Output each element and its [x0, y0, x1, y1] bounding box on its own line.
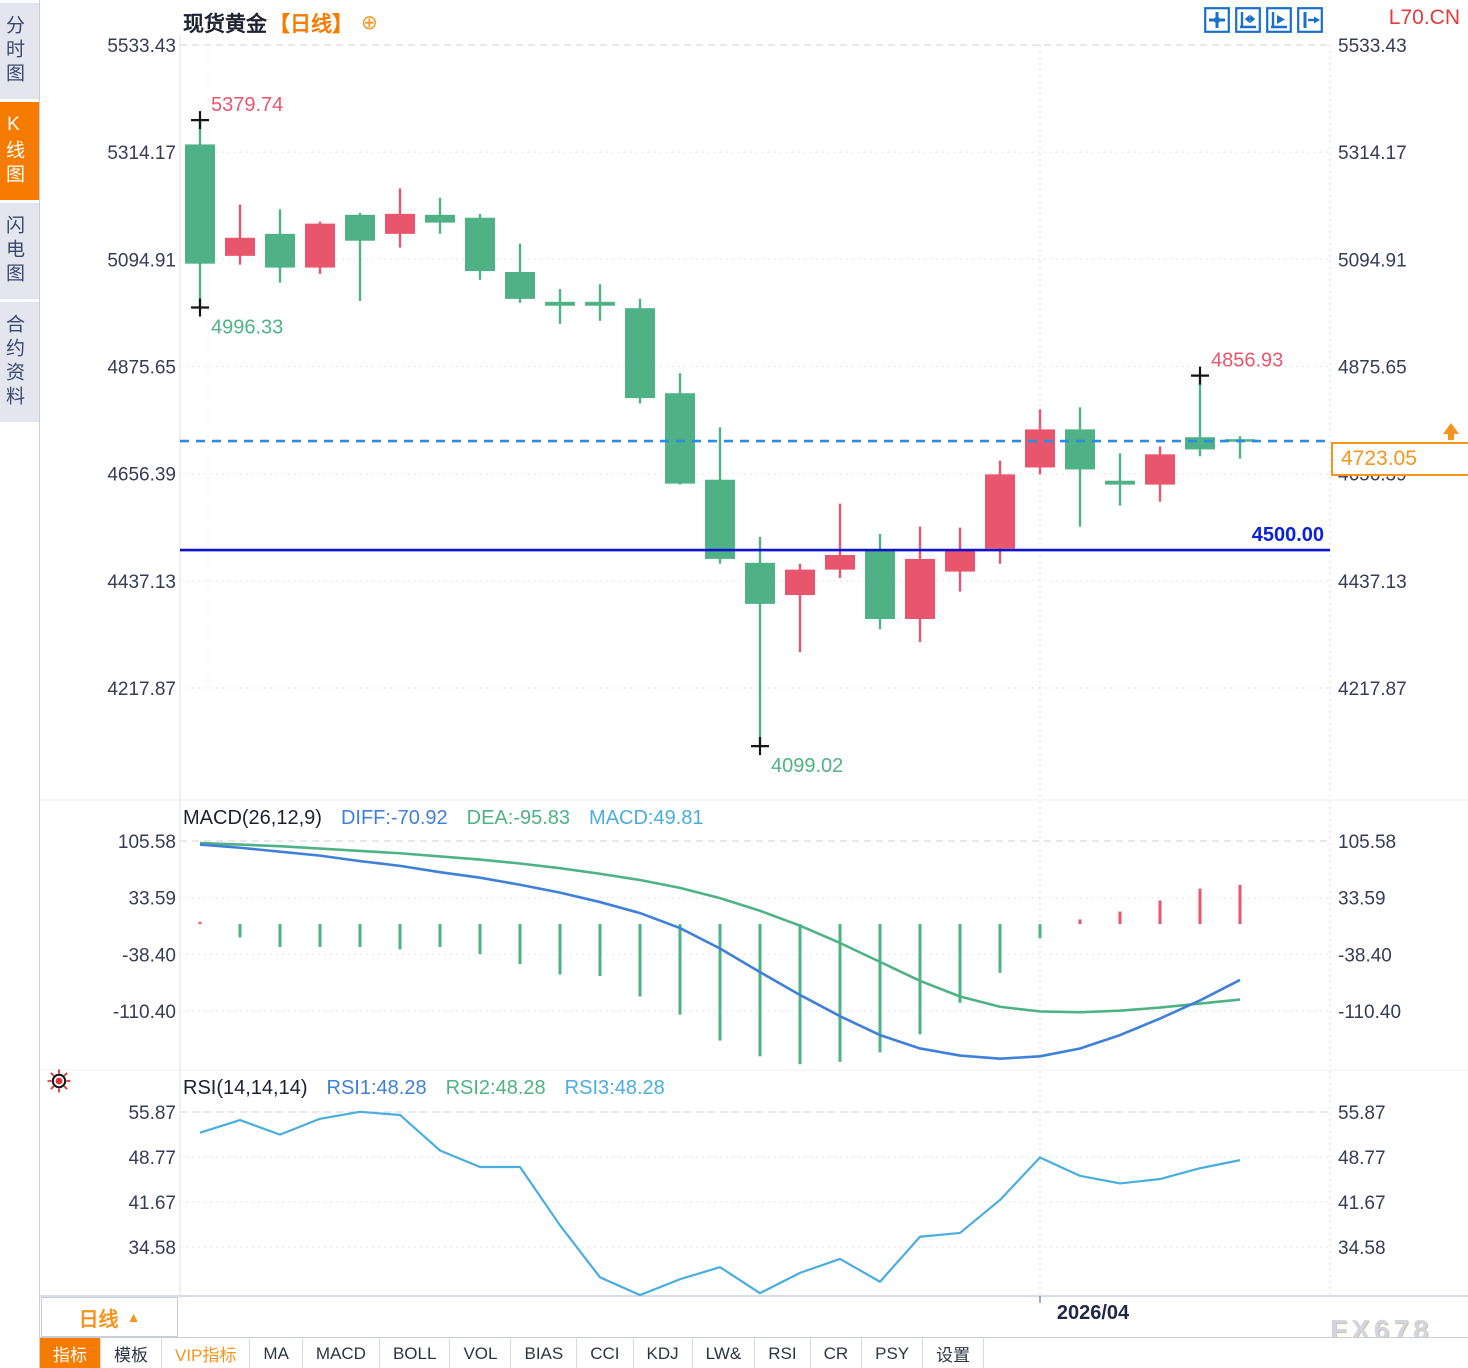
last-price-value: 4723.05 [1341, 447, 1417, 471]
go-latest-icon[interactable] [1297, 7, 1323, 33]
period-selector-label: 日线 [78, 1308, 119, 1331]
sidebar-item-contract-info[interactable]: 合约资料 [0, 302, 39, 422]
macd-dea-value: DEA:-95.83 [466, 807, 571, 829]
svg-text:-38.40: -38.40 [122, 945, 176, 966]
svg-text:4217.87: 4217.87 [107, 679, 176, 700]
toolbar-tab-VOL[interactable]: VOL [450, 1338, 512, 1368]
svg-text:41.67: 41.67 [128, 1193, 176, 1214]
svg-text:4437.13: 4437.13 [107, 572, 176, 593]
rsi3-value: RSI3:48.28 [564, 1077, 665, 1099]
toolbar-tab-指标[interactable]: 指标 [40, 1338, 101, 1368]
period-tag: 【日线】 [269, 13, 353, 36]
svg-text:-38.40: -38.40 [1338, 945, 1392, 966]
svg-text:34.58: 34.58 [128, 1238, 176, 1259]
svg-text:-110.40: -110.40 [113, 1002, 176, 1023]
x-axis-date-label: 2026/04 [1056, 1302, 1130, 1324]
svg-text:4656.39: 4656.39 [107, 465, 176, 486]
chart-header: 现货黄金 【日线】 ⊕ [183, 8, 378, 38]
toolbar-tab-LW&[interactable]: LW& [693, 1338, 756, 1368]
toolbar-tab-模板[interactable]: 模板 [101, 1338, 162, 1368]
svg-text:5533.43: 5533.43 [107, 36, 176, 57]
svg-text:4437.13: 4437.13 [1338, 572, 1407, 593]
svg-text:5094.91: 5094.91 [107, 250, 176, 271]
toolbar-tab-VIP指标[interactable]: VIP指标 [162, 1338, 251, 1368]
rsi-legend: RSI(14,14,14) RSI1:48.28 RSI2:48.28 RSI3… [183, 1077, 665, 1100]
sidebar-item-time-chart[interactable]: 分时图 [0, 3, 39, 99]
svg-text:5314.17: 5314.17 [107, 143, 176, 164]
toolbar-tab-KDJ[interactable]: KDJ [634, 1338, 693, 1368]
toolbar-tab-CCI[interactable]: CCI [577, 1338, 634, 1368]
toolbar-tab-BOLL[interactable]: BOLL [380, 1338, 451, 1368]
sidebar-item-kline-chart[interactable]: K线图 [0, 102, 39, 200]
macd-name: MACD(26,12,9) [183, 807, 322, 829]
svg-text:55.87: 55.87 [128, 1103, 176, 1124]
indicator-toolbar: 指标 模板 VIP指标 MA MACD BOLL VOL BIAS CCI KDJ LW& RSI CR… [40, 1337, 1468, 1368]
toolbar-tab-BIAS[interactable]: BIAS [511, 1338, 578, 1368]
svg-text:41.67: 41.67 [1338, 1193, 1386, 1214]
macd-legend: MACD(26,12,9) DIFF:-70.92 DEA:-95.83 MAC… [183, 807, 704, 830]
macd-diff-value: DIFF:-70.92 [340, 807, 448, 829]
instrument-title: 现货黄金 [183, 13, 267, 36]
svg-text:5533.43: 5533.43 [1338, 36, 1407, 57]
period-selector-button[interactable]: 日线 ▲ [41, 1297, 178, 1337]
svg-text:48.77: 48.77 [128, 1148, 176, 1169]
circle-plus-icon[interactable]: ⊕ [361, 12, 378, 34]
svg-text:34.58: 34.58 [1338, 1238, 1386, 1259]
svg-text:4875.65: 4875.65 [1338, 358, 1407, 379]
svg-text:-110.40: -110.40 [1338, 1002, 1401, 1023]
toolbar-tab-设置[interactable]: 设置 [923, 1338, 985, 1368]
svg-text:4500.00: 4500.00 [1252, 524, 1324, 546]
svg-text:5379.74: 5379.74 [211, 94, 283, 116]
pan-icon[interactable] [1204, 7, 1230, 33]
svg-text:4856.93: 4856.93 [1211, 350, 1283, 372]
rsi1-value: RSI1:48.28 [326, 1077, 427, 1099]
triangle-up-icon: ▲ [126, 1309, 141, 1325]
axis-scale-icon[interactable] [1235, 7, 1261, 33]
toolbar-tab-RSI[interactable]: RSI [755, 1338, 811, 1368]
svg-text:4875.65: 4875.65 [107, 358, 176, 379]
sidebar: 分时图 K线图 闪电图 合约资料 [0, 0, 40, 1368]
svg-text:5314.17: 5314.17 [1338, 143, 1407, 164]
macd-macd-value: MACD:49.81 [589, 807, 704, 829]
chart-toolbar-icons [1204, 7, 1323, 33]
last-price-tag: 4723.05 [1331, 442, 1468, 477]
svg-text:4217.87: 4217.87 [1338, 679, 1407, 700]
symbol-code: L70.CN [1388, 6, 1460, 29]
toolbar-tab-MACD[interactable]: MACD [303, 1338, 380, 1368]
price-up-arrow-stem [1448, 434, 1454, 441]
svg-text:33.59: 33.59 [128, 889, 176, 910]
rsi2-value: RSI2:48.28 [445, 1077, 546, 1099]
svg-text:4996.33: 4996.33 [211, 317, 283, 339]
axis-play-icon[interactable] [1266, 7, 1292, 33]
rsi-name: RSI(14,14,14) [183, 1077, 308, 1099]
svg-text:105.58: 105.58 [1338, 832, 1396, 853]
toolbar-tab-PSY[interactable]: PSY [862, 1338, 924, 1368]
svg-text:55.87: 55.87 [1338, 1103, 1386, 1124]
toolbar-tab-CR[interactable]: CR [811, 1338, 863, 1368]
sidebar-item-flash-chart[interactable]: 闪电图 [0, 203, 39, 299]
sun-icon [46, 1068, 72, 1099]
svg-text:5094.91: 5094.91 [1338, 250, 1407, 271]
price-up-arrow-icon [1443, 423, 1459, 435]
svg-text:105.58: 105.58 [118, 832, 176, 853]
svg-text:4099.02: 4099.02 [771, 755, 843, 777]
toolbar-tab-MA[interactable]: MA [250, 1338, 303, 1368]
svg-text:33.59: 33.59 [1338, 889, 1386, 910]
svg-text:48.77: 48.77 [1338, 1148, 1386, 1169]
